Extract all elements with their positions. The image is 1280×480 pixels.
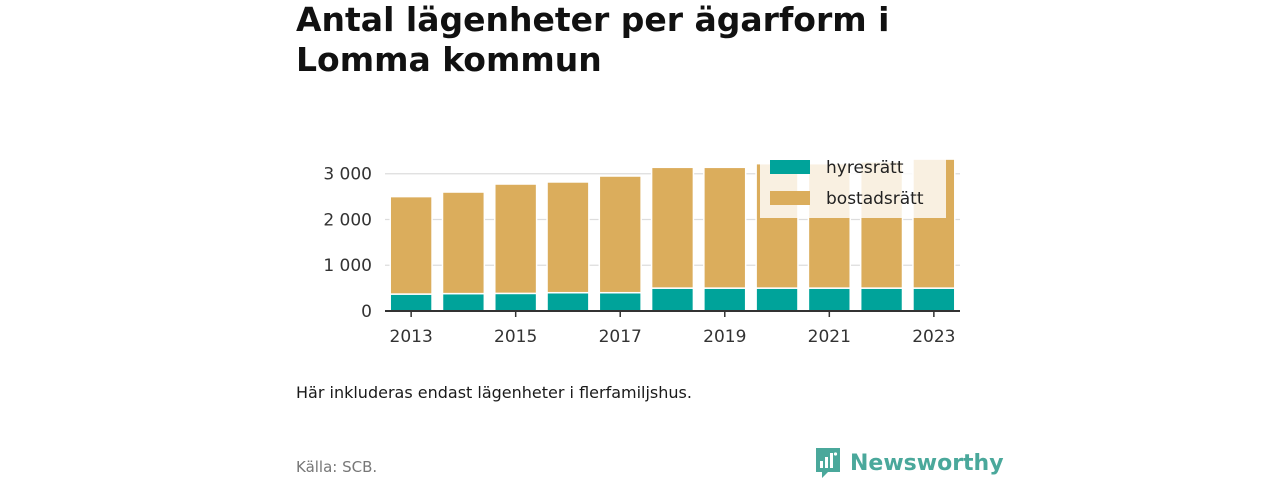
bar-hyresratt-2018 xyxy=(650,287,695,312)
x-tick-label: 2017 xyxy=(599,327,642,347)
brand-logo[interactable]: Newsworthy xyxy=(814,446,1004,480)
bars xyxy=(389,158,956,312)
bar-hyresratt-2022 xyxy=(859,287,904,312)
chart-note: Här inkluderas endast lägenheter i flerf… xyxy=(296,383,692,402)
x-axis: 2013 2015 2017 2019 2021 2023 xyxy=(385,310,960,347)
x-tick-label: 2021 xyxy=(808,327,851,347)
brand-name: Newsworthy xyxy=(850,450,1004,476)
y-tick-label: 3 000 xyxy=(323,165,372,185)
bar-bostadsratt-2013 xyxy=(389,195,433,295)
bar-hyresratt-2017 xyxy=(598,291,642,312)
legend-swatch-bostadsratt xyxy=(770,191,810,205)
legend-label-hyresratt: hyresrätt xyxy=(826,158,904,178)
bar-hyresratt-2019 xyxy=(703,287,747,312)
x-tick-label: 2023 xyxy=(912,327,955,347)
bar-hyresratt-2015 xyxy=(494,292,538,312)
x-tick-label: 2015 xyxy=(494,327,537,347)
bar-hyresratt-2016 xyxy=(546,291,590,312)
y-tick-label: 2 000 xyxy=(323,210,372,230)
bar-bostadsratt-2018 xyxy=(650,166,695,289)
x-tick-label: 2019 xyxy=(703,327,746,347)
source-text: Källa: SCB. xyxy=(296,458,378,476)
bar-hyresratt-2014 xyxy=(441,292,486,312)
y-tick-label: 1 000 xyxy=(323,256,372,276)
bar-hyresratt-2013 xyxy=(389,293,433,312)
bar-bostadsratt-2019 xyxy=(703,166,747,289)
bar-bostadsratt-2014 xyxy=(441,191,486,295)
bar-bostadsratt-2015 xyxy=(494,183,538,295)
chart-title: Antal lägenheter per ägarform i Lomma ko… xyxy=(296,0,890,79)
y-tick-label: 0 xyxy=(361,302,372,322)
legend-swatch-hyresratt xyxy=(770,160,810,174)
bar-bostadsratt-2017 xyxy=(598,175,642,294)
legend-label-bostadsratt: bostadsrätt xyxy=(826,189,924,209)
bar-bostadsratt-2016 xyxy=(546,181,590,294)
bar-hyresratt-2023 xyxy=(912,287,956,312)
legend: hyresrätt bostadsrätt xyxy=(760,152,946,218)
bar-hyresratt-2020 xyxy=(755,287,799,312)
x-tick-label: 2013 xyxy=(390,327,433,347)
y-axis: 0 1 000 2 000 3 000 xyxy=(323,165,372,322)
newsworthy-logo-icon xyxy=(816,448,840,478)
bar-hyresratt-2021 xyxy=(807,287,851,312)
